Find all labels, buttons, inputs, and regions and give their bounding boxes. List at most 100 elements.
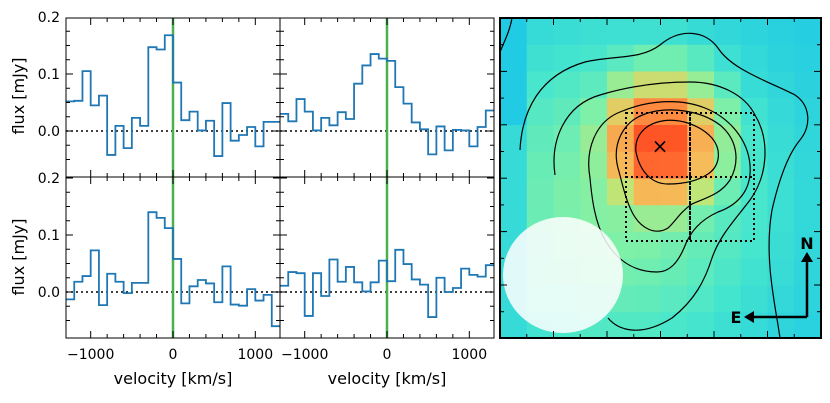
map-pixel bbox=[687, 312, 715, 338]
x-tick-label: 0 bbox=[169, 347, 178, 363]
compass-east-label: E bbox=[731, 308, 742, 327]
map-pixel bbox=[714, 258, 742, 286]
spectrum-panel-bottom-right: −1000 0 1000 bbox=[279, 176, 495, 363]
map-pixel bbox=[580, 178, 608, 206]
map-pixel bbox=[740, 98, 768, 126]
compass-north-label: N bbox=[800, 234, 813, 253]
map-pixel bbox=[767, 44, 795, 72]
map-pixel bbox=[660, 258, 688, 286]
spectrum-panel-top-left: 0.2 0.1 0.0 bbox=[38, 10, 281, 178]
map-pixel bbox=[553, 178, 581, 206]
map-pixel bbox=[767, 232, 795, 260]
map-pixel bbox=[553, 98, 581, 126]
map-pixel bbox=[553, 71, 581, 99]
peak-marker: × bbox=[652, 134, 669, 158]
spectrum-series bbox=[280, 248, 494, 318]
map-pixel bbox=[633, 285, 661, 313]
map-pixel bbox=[660, 232, 688, 260]
map-pixel bbox=[607, 18, 635, 46]
x-tick-label: −1000 bbox=[281, 347, 328, 363]
map-pixel bbox=[580, 151, 608, 179]
beam-ellipse bbox=[503, 217, 623, 333]
map-pixel bbox=[740, 44, 768, 72]
aperture-boxes bbox=[625, 112, 755, 242]
map-pixel bbox=[500, 151, 528, 179]
map-pixel bbox=[767, 178, 795, 206]
y-tick-label: 0.1 bbox=[38, 228, 60, 244]
map-pixel bbox=[526, 18, 554, 46]
contour-level-1 bbox=[500, 18, 809, 338]
plot-area bbox=[280, 18, 494, 177]
spectrum-series bbox=[280, 53, 494, 156]
map-pixel bbox=[660, 151, 688, 179]
spectrum-panel-bottom-left: 0.2 0.1 0.0 −1000 0 1000 bbox=[38, 171, 281, 363]
map-pixel bbox=[526, 44, 554, 72]
map-pixel bbox=[660, 125, 688, 153]
map-pixel bbox=[740, 285, 768, 313]
map-pixel bbox=[607, 151, 635, 179]
map-pixel bbox=[660, 285, 688, 313]
aperture-box-bottom-left bbox=[625, 176, 691, 242]
map-pixel bbox=[794, 44, 821, 72]
map-pixel bbox=[714, 18, 742, 46]
map-pixel bbox=[500, 44, 528, 72]
compass bbox=[744, 252, 813, 323]
map-pixel bbox=[633, 312, 661, 338]
y-tick-label: 0.1 bbox=[38, 67, 60, 83]
plot-area bbox=[66, 18, 280, 177]
map-pixel bbox=[794, 71, 821, 99]
map-pixel bbox=[794, 205, 821, 233]
map-pixel bbox=[687, 44, 715, 72]
map-pixel bbox=[633, 18, 661, 46]
map-frame bbox=[499, 17, 822, 339]
map-pixel bbox=[633, 125, 661, 153]
map-pixel bbox=[767, 71, 795, 99]
map-pixel bbox=[633, 205, 661, 233]
xlabel-right: velocity [km/s] bbox=[328, 369, 447, 388]
ticks bbox=[280, 18, 494, 177]
map-pixel bbox=[687, 151, 715, 179]
ylabel-top: flux [mJy] bbox=[9, 57, 28, 134]
map-pixel bbox=[607, 205, 635, 233]
x-tick-label: 1000 bbox=[451, 347, 487, 363]
ticks bbox=[66, 18, 280, 177]
map-pixel bbox=[526, 71, 554, 99]
map-pixel bbox=[500, 205, 528, 233]
map-pixel bbox=[687, 71, 715, 99]
map-pixel bbox=[607, 71, 635, 99]
map-pixel bbox=[553, 44, 581, 72]
contour-level-2 bbox=[553, 81, 766, 331]
map-pixel bbox=[714, 125, 742, 153]
spectrum-series bbox=[66, 211, 280, 328]
y-tick-label: 0.0 bbox=[38, 124, 60, 140]
map-pixel bbox=[740, 232, 768, 260]
ticks bbox=[280, 177, 494, 338]
map-pixel bbox=[767, 258, 795, 286]
map-pixel bbox=[580, 18, 608, 46]
spectrum-series bbox=[66, 34, 280, 157]
map-pixel bbox=[714, 285, 742, 313]
map-pixel bbox=[714, 232, 742, 260]
map-pixel bbox=[687, 205, 715, 233]
map-pixel bbox=[553, 151, 581, 179]
aperture-box-bottom-right bbox=[689, 176, 755, 242]
map-pixel bbox=[607, 125, 635, 153]
map-pixel bbox=[500, 71, 528, 99]
map-pixel bbox=[767, 151, 795, 179]
map-pixel bbox=[687, 232, 715, 260]
y-tick-label: 0.2 bbox=[38, 10, 60, 26]
map-pixel bbox=[767, 98, 795, 126]
map-pixel bbox=[500, 98, 528, 126]
map-pixel bbox=[633, 44, 661, 72]
map-pixel bbox=[714, 312, 742, 338]
map-pixel bbox=[553, 18, 581, 46]
intensity-map: × N E bbox=[499, 17, 822, 339]
x-tick-label: −1000 bbox=[67, 347, 114, 363]
map-pixel bbox=[714, 98, 742, 126]
map-pixel bbox=[740, 258, 768, 286]
map-pixel bbox=[660, 71, 688, 99]
map-pixel bbox=[580, 71, 608, 99]
map-pixel bbox=[687, 18, 715, 46]
map-pixel bbox=[580, 98, 608, 126]
